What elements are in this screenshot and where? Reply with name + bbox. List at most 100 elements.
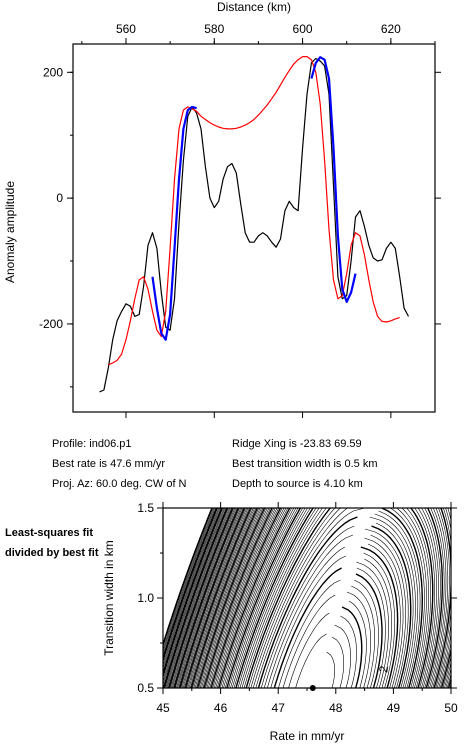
misfit-x-tick-label: 47 [272, 701, 286, 715]
misfit-x-tick-label: 45 [156, 701, 170, 715]
misfit-contour-line [250, 508, 392, 688]
misfit-contour-line [192, 508, 451, 688]
profile-series-group [99, 56, 410, 393]
misfit-contour-line [255, 508, 386, 688]
misfit-contour-line [257, 516, 383, 688]
misfit-x-tick-label: 50 [444, 701, 458, 715]
misfit-contour-line [221, 508, 430, 688]
misfit-x-tick-label: 48 [329, 701, 343, 715]
misfit-contour-line [165, 508, 230, 688]
misfit-contour-line [166, 508, 231, 688]
misfit-contour-line [196, 508, 451, 688]
misfit-contour-line [273, 567, 363, 688]
misfit-y-tick-label: 0.5 [137, 681, 154, 695]
misfit-contour-line [163, 508, 228, 688]
misfit-contour-line [263, 534, 375, 688]
profile-x-axis-label: Distance (km) [217, 0, 291, 14]
misfit-contour-line [193, 508, 451, 688]
misfit-contour-line [171, 508, 237, 688]
info-best-width: Best transition width is 0.5 km [232, 458, 378, 470]
misfit-contour-line [282, 594, 351, 688]
misfit-contour-line [189, 508, 451, 688]
profile-plot-frame [72, 43, 436, 413]
misfit-contour-line [199, 508, 451, 688]
misfit-contour-line [163, 508, 215, 652]
misfit-contour-line [194, 508, 451, 688]
misfit-contour-line [184, 508, 252, 688]
misfit-contour-line [163, 508, 217, 658]
misfit-contour-line [245, 508, 399, 688]
misfit-contour-line [206, 508, 449, 688]
misfit-contour-line [163, 508, 213, 647]
misfit-contour-line [278, 579, 357, 688]
profile-x-ticks: 560 580 600 620 [81, 22, 436, 418]
misfit-contour-line [163, 508, 224, 680]
misfit-contour-line [230, 508, 419, 688]
misfit-contour-line [180, 508, 246, 688]
profile-chart: 560 580 600 620 200 0 -200 Distance (km) Anom… [3, 0, 441, 418]
profile-y-tick-label: -200 [39, 317, 63, 331]
profile-x-tick-label: 620 [381, 22, 401, 36]
misfit-contour-line [233, 508, 414, 688]
profile-x-tick-label: 580 [204, 22, 224, 36]
misfit-x-ticks: 45 46 47 48 49 50 [156, 502, 458, 715]
misfit-contour-line [187, 508, 254, 688]
misfit-contour-line [295, 633, 336, 688]
fit-window-line-left [151, 105, 197, 341]
fit-window-line-right [310, 56, 357, 303]
misfit-contour-line [220, 508, 431, 688]
misfit-contour-line [201, 508, 451, 688]
info-profile: Profile: ind06.p1 [52, 438, 132, 450]
misfit-contour-line [231, 508, 416, 688]
model-profile-line [108, 56, 400, 366]
misfit-contour-line [205, 508, 450, 688]
profile-y-ticks: 200 0 -200 [39, 65, 441, 388]
misfit-contour-line [170, 508, 236, 688]
misfit-contour-line [179, 508, 246, 688]
misfit-contour-line [176, 508, 242, 688]
misfit-contour-line [253, 508, 389, 688]
misfit-contour-line [188, 508, 451, 688]
misfit-contour-line [186, 508, 253, 688]
misfit-contour-line [239, 508, 406, 688]
misfit-contour-line [163, 508, 222, 673]
misfit-contour-line [167, 508, 232, 688]
misfit-contour-line [163, 508, 220, 667]
misfit-y-tick-label: 1.5 [137, 501, 154, 515]
misfit-contour-line [223, 508, 427, 688]
profile-y-tick-label: 0 [56, 191, 63, 205]
profile-y-tick-label: 200 [43, 65, 63, 79]
misfit-contour-line [163, 508, 221, 670]
misfit-contour-line [163, 508, 214, 649]
misfit-contour-line [216, 508, 435, 688]
contour-label: 2 [376, 664, 391, 673]
misfit-contour-line [213, 508, 439, 688]
misfit-contour-line [163, 508, 225, 683]
info-ridge-xing: Ridge Xing is -23.83 69.59 [232, 438, 362, 450]
misfit-contour-line [190, 508, 451, 688]
misfit-contour-line [163, 508, 223, 678]
info-best-rate: Best rate is 47.6 mm/yr [52, 458, 166, 470]
misfit-contour-line [260, 525, 379, 688]
misfit-contour-line [235, 508, 412, 688]
misfit-y-ticks: 0.5 1.0 1.5 [137, 501, 457, 695]
misfit-contour-line [178, 508, 244, 688]
misfit-contour-line [288, 612, 344, 688]
misfit-y-tick-label: 1.0 [137, 591, 154, 605]
misfit-y-axis-label: Transition width in km [102, 540, 116, 656]
misfit-contour-line [168, 508, 234, 688]
misfit-x-tick-label: 46 [214, 701, 228, 715]
misfit-contour-line [210, 508, 443, 688]
misfit-contour-line [270, 555, 367, 688]
misfit-contour-line [163, 508, 227, 688]
misfit-contour-line [177, 508, 243, 688]
best-fit-point [309, 685, 316, 691]
info-proj-az: Proj. Az: 60.0 deg. CW of N [52, 478, 187, 490]
misfit-contour-line [212, 508, 441, 688]
misfit-contour-line [215, 508, 438, 688]
misfit-contour-line [228, 508, 421, 688]
misfit-contour-line [163, 508, 226, 686]
misfit-contour-line [241, 508, 404, 688]
misfit-contour-line [175, 508, 240, 688]
